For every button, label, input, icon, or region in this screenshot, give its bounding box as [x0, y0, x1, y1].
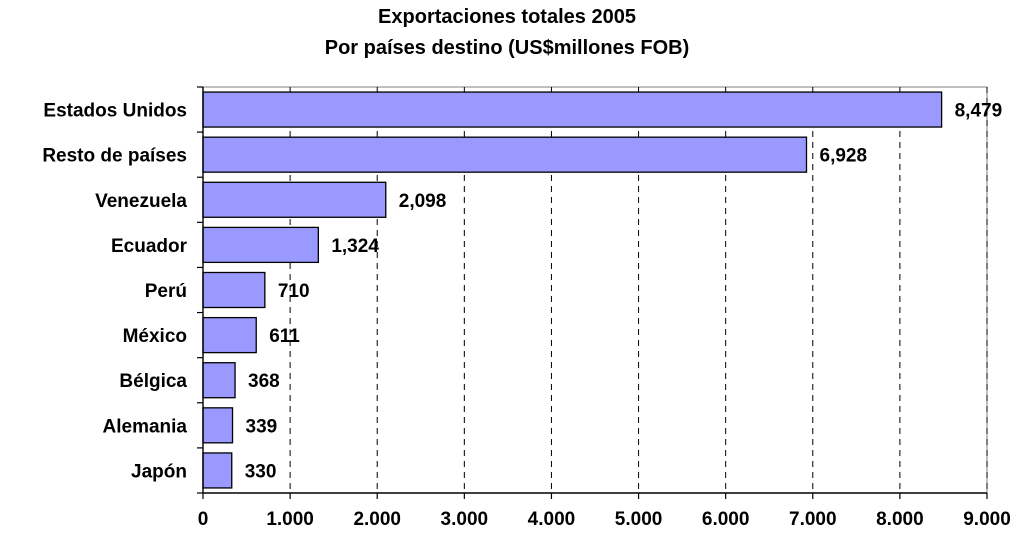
- bar: [202, 181, 387, 218]
- bar: [202, 226, 319, 264]
- value-label: 611: [269, 326, 300, 347]
- value-label: 2,098: [399, 191, 447, 212]
- bars: [202, 91, 943, 489]
- bar: [202, 271, 266, 309]
- category-label: Alemania: [103, 416, 188, 437]
- x-tick-label: 8.000: [876, 509, 924, 530]
- value-label: 330: [245, 461, 277, 482]
- bar: [202, 136, 808, 173]
- value-label: 710: [278, 281, 310, 302]
- value-label: 1,324: [331, 236, 379, 257]
- value-label: 8,479: [955, 101, 1003, 122]
- x-tick-label: 4.000: [528, 509, 576, 530]
- x-tick-label: 2.000: [353, 509, 401, 530]
- x-tick-label: 5.000: [615, 509, 663, 530]
- x-tick-label: 0: [198, 509, 209, 530]
- category-label: Japón: [131, 461, 187, 482]
- category-label: Bélgica: [119, 371, 187, 392]
- x-tick-label: 3.000: [441, 509, 489, 530]
- bar: [202, 91, 943, 128]
- bar: [202, 407, 234, 444]
- x-tick-label: 1.000: [266, 509, 314, 530]
- x-tick-label: 9.000: [963, 509, 1011, 530]
- value-label: 368: [248, 371, 280, 392]
- category-label: México: [123, 326, 187, 347]
- chart-subtitle: Por países destino (US$millones FOB): [324, 37, 690, 59]
- x-tick-label: 7.000: [789, 509, 837, 530]
- axes: 0 1.000 2.000 3.000 4.000 5.000 6.000 7.000 8.00…: [197, 86, 1011, 530]
- x-tick-label: 6.000: [702, 509, 750, 530]
- bar: [202, 316, 257, 354]
- category-label: Resto de países: [42, 146, 187, 167]
- bar: [202, 362, 236, 399]
- category-label: Venezuela: [95, 191, 187, 212]
- category-label: Ecuador: [111, 236, 188, 257]
- value-label: 339: [246, 416, 278, 437]
- value-label: 6,928: [820, 146, 868, 167]
- chart-title: Exportaciones totales 2005: [378, 6, 636, 28]
- category-label: Perú: [145, 281, 187, 302]
- bar: [202, 452, 233, 489]
- labels: Estados Unidos 8,479 Resto de países 6,928 V…: [42, 101, 1002, 483]
- category-label: Estados Unidos: [43, 101, 187, 122]
